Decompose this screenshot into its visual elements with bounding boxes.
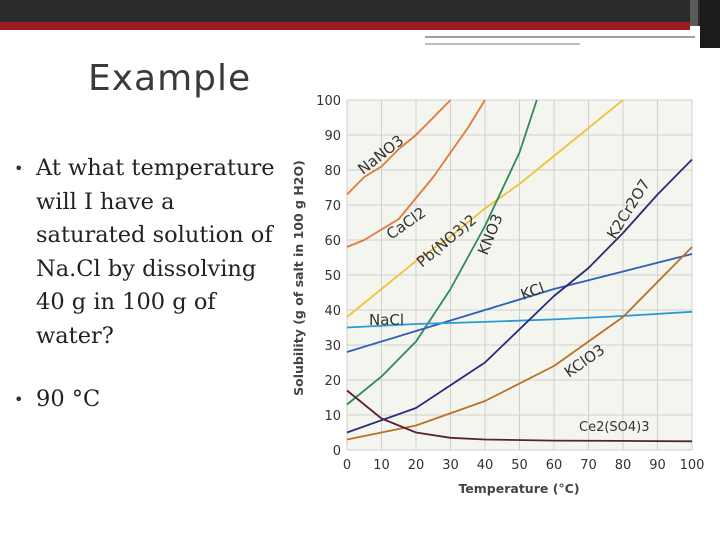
bullet-list: • At what temperature will I have a satu… bbox=[14, 152, 284, 417]
y-tick-label: 20 bbox=[324, 374, 341, 389]
y-tick-label: 10 bbox=[324, 409, 341, 424]
slide-accent-bar bbox=[0, 22, 690, 30]
x-tick-label: 30 bbox=[442, 458, 459, 473]
x-tick-label: 10 bbox=[373, 458, 390, 473]
x-axis-title: Temperature (°C) bbox=[458, 481, 579, 496]
series-line-ce2so43 bbox=[346, 389, 693, 443]
series-line-pbno32 bbox=[346, 99, 624, 318]
slide-title: Example bbox=[88, 58, 252, 99]
x-tick-label: 50 bbox=[511, 458, 528, 473]
y-tick-label: 100 bbox=[316, 94, 341, 109]
y-tick-label: 0 bbox=[333, 444, 341, 459]
solubility-chart: 0 10 20 30 40 50 60 70 80 90 100 0 10 20 30 40 50 60 70 80 9… bbox=[291, 94, 704, 496]
decorative-rule bbox=[425, 36, 695, 38]
series-label-ce2so43: Ce2(SO4)3 bbox=[579, 420, 650, 435]
bullet-question-text: At what temperature will I have a satura… bbox=[36, 155, 275, 349]
chart-ticks: 0 10 20 30 40 50 60 70 80 90 100 0 10 20 30 40 50 60 70 80 9… bbox=[316, 94, 704, 473]
series-line-cacl2 bbox=[346, 99, 486, 248]
bullet-answer: • 90 °C bbox=[14, 383, 284, 417]
y-tick-label: 30 bbox=[324, 339, 341, 354]
x-tick-label: 100 bbox=[680, 458, 705, 473]
x-tick-label: 90 bbox=[649, 458, 666, 473]
chart-series bbox=[346, 99, 693, 443]
decorative-rule-short bbox=[425, 43, 580, 45]
y-tick-label: 60 bbox=[324, 234, 341, 249]
slide-top-bar bbox=[0, 0, 720, 26]
series-line-kno3 bbox=[346, 99, 538, 406]
series-line-kcl bbox=[346, 253, 693, 353]
slide-corner-block bbox=[690, 0, 698, 26]
series-label-nacl: NaCl bbox=[369, 311, 404, 329]
x-tick-label: 0 bbox=[343, 458, 351, 473]
x-tick-label: 70 bbox=[580, 458, 597, 473]
y-axis-title: Solubility (g of salt in 100 g H2O) bbox=[291, 160, 306, 396]
chart-grid bbox=[346, 99, 693, 451]
x-tick-label: 80 bbox=[615, 458, 632, 473]
x-tick-label: 60 bbox=[546, 458, 563, 473]
bullet-question: • At what temperature will I have a satu… bbox=[14, 152, 284, 353]
x-tick-label: 20 bbox=[408, 458, 425, 473]
y-tick-label: 80 bbox=[324, 164, 341, 179]
bullet-marker: • bbox=[14, 390, 24, 409]
series-line-nacl bbox=[346, 310, 693, 329]
y-tick-label: 40 bbox=[324, 304, 341, 319]
series-line-nano3 bbox=[346, 99, 452, 196]
series-line-k2cr2o7 bbox=[346, 158, 693, 434]
bullet-marker: • bbox=[14, 159, 24, 178]
y-tick-label: 90 bbox=[324, 129, 341, 144]
y-tick-label: 50 bbox=[324, 269, 341, 284]
bullet-answer-text: 90 °C bbox=[36, 386, 101, 412]
y-tick-label: 70 bbox=[324, 199, 341, 214]
x-tick-label: 40 bbox=[477, 458, 494, 473]
slide-corner-block-dark bbox=[700, 0, 720, 48]
